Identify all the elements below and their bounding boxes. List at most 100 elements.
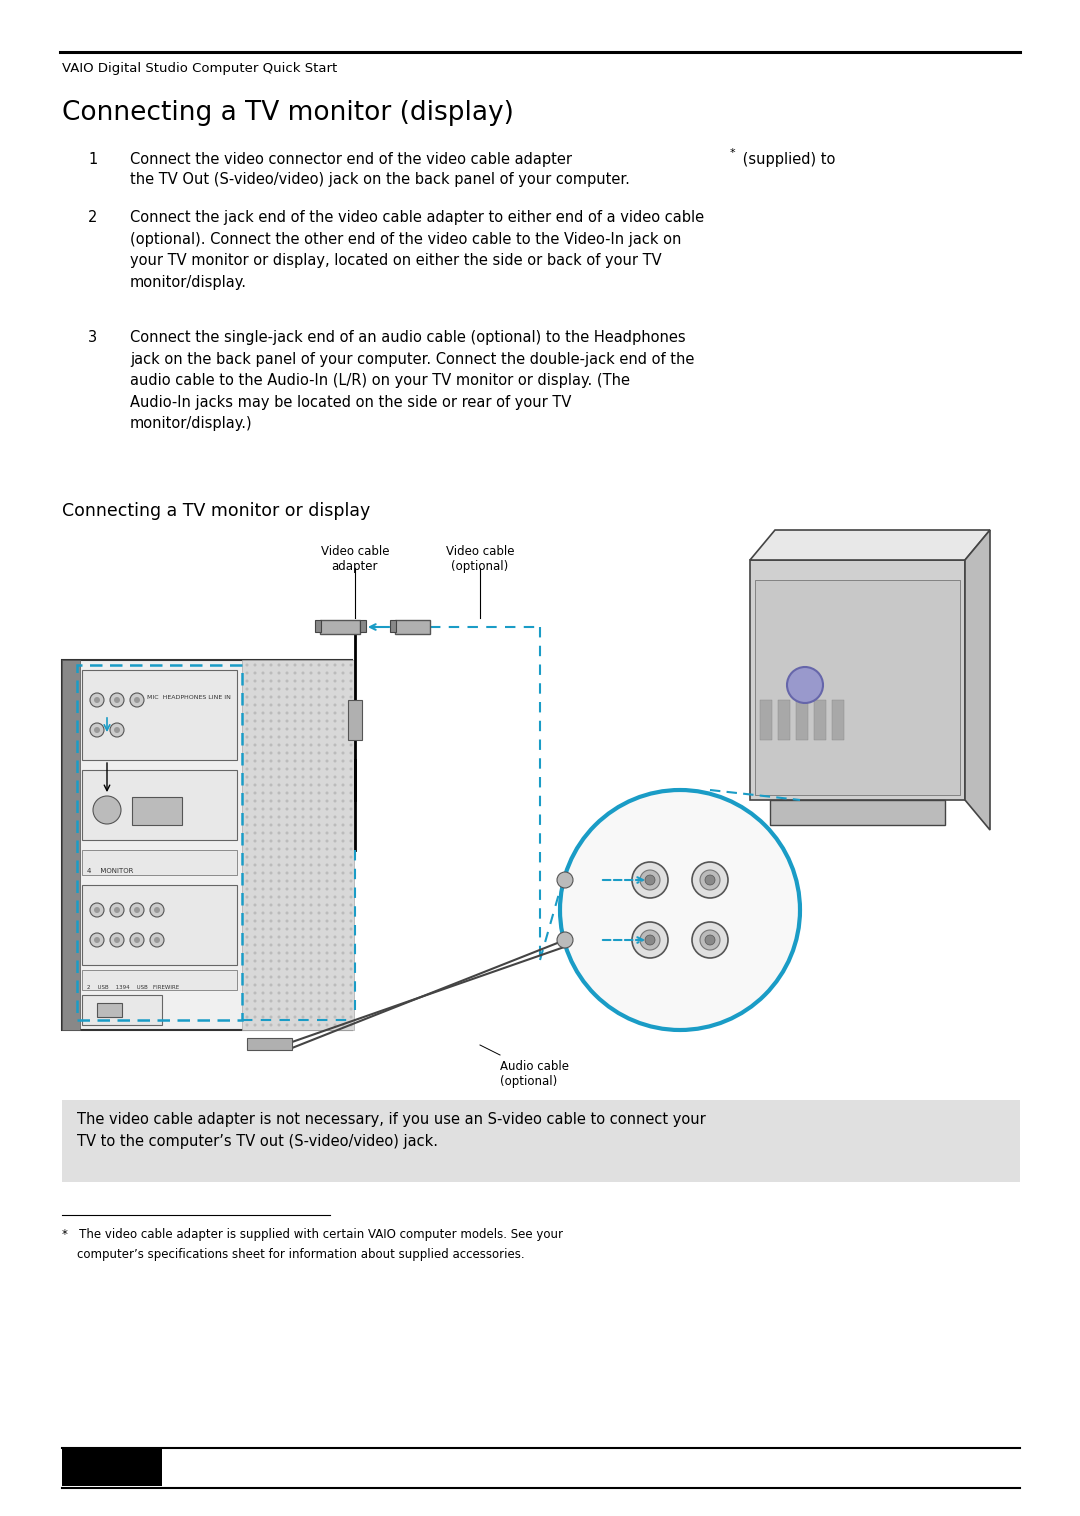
Circle shape [261,991,265,994]
FancyBboxPatch shape [348,700,362,740]
Circle shape [310,760,312,763]
Circle shape [254,679,257,682]
Circle shape [110,693,124,706]
Circle shape [245,855,248,858]
Circle shape [261,984,265,987]
Circle shape [325,799,328,802]
Circle shape [270,831,272,834]
Circle shape [270,687,272,690]
Circle shape [270,823,272,826]
Circle shape [254,1023,257,1026]
Circle shape [278,887,281,890]
Circle shape [318,831,321,834]
Circle shape [254,823,257,826]
Circle shape [90,904,104,917]
Circle shape [254,816,257,819]
Circle shape [325,984,328,987]
Circle shape [334,728,337,731]
Circle shape [350,1016,352,1019]
Circle shape [318,799,321,802]
Circle shape [310,943,312,946]
Circle shape [310,743,312,746]
Circle shape [341,720,345,723]
Circle shape [318,743,321,746]
Circle shape [325,879,328,882]
Circle shape [341,967,345,970]
Circle shape [254,935,257,938]
Circle shape [341,1023,345,1026]
Circle shape [318,703,321,706]
Circle shape [341,687,345,690]
Circle shape [334,847,337,850]
Text: 3: 3 [87,330,97,346]
Text: Audio cable
(optional): Audio cable (optional) [500,1060,569,1088]
Circle shape [334,904,337,907]
Text: *   The video cable adapter is supplied with certain VAIO computer models. See y: * The video cable adapter is supplied wi… [62,1228,563,1242]
Circle shape [294,823,297,826]
Circle shape [270,808,272,811]
Circle shape [285,831,288,834]
Circle shape [301,791,305,794]
Circle shape [325,808,328,811]
Circle shape [285,760,288,763]
Circle shape [261,720,265,723]
Circle shape [285,743,288,746]
Circle shape [285,911,288,914]
Circle shape [245,935,248,938]
Circle shape [261,904,265,907]
Circle shape [278,847,281,850]
Circle shape [301,1023,305,1026]
Circle shape [285,687,288,690]
Circle shape [318,767,321,770]
Circle shape [254,872,257,875]
Circle shape [270,735,272,738]
Circle shape [154,937,160,943]
Circle shape [341,840,345,843]
Circle shape [278,823,281,826]
Circle shape [261,911,265,914]
Circle shape [254,711,257,714]
Circle shape [325,784,328,787]
Circle shape [285,967,288,970]
Circle shape [270,872,272,875]
Circle shape [310,952,312,955]
FancyBboxPatch shape [132,797,183,825]
Circle shape [294,735,297,738]
Circle shape [301,816,305,819]
FancyBboxPatch shape [770,800,945,825]
FancyBboxPatch shape [247,1038,292,1051]
Circle shape [301,728,305,731]
Circle shape [301,879,305,882]
Circle shape [301,967,305,970]
Circle shape [301,799,305,802]
FancyBboxPatch shape [760,700,772,740]
Circle shape [334,896,337,899]
Circle shape [301,735,305,738]
Circle shape [341,920,345,923]
Circle shape [310,840,312,843]
Circle shape [341,703,345,706]
FancyBboxPatch shape [82,994,162,1025]
Circle shape [254,840,257,843]
Circle shape [254,879,257,882]
Circle shape [254,896,257,899]
Circle shape [285,872,288,875]
Circle shape [154,907,160,913]
Circle shape [261,784,265,787]
Circle shape [294,911,297,914]
Circle shape [334,711,337,714]
Circle shape [318,960,321,963]
Circle shape [310,703,312,706]
Circle shape [645,935,654,944]
Circle shape [294,784,297,787]
Circle shape [261,767,265,770]
Circle shape [254,943,257,946]
Circle shape [325,887,328,890]
Circle shape [278,808,281,811]
Circle shape [245,816,248,819]
Circle shape [245,760,248,763]
Circle shape [350,840,352,843]
Circle shape [325,767,328,770]
Circle shape [245,952,248,955]
Circle shape [261,952,265,955]
